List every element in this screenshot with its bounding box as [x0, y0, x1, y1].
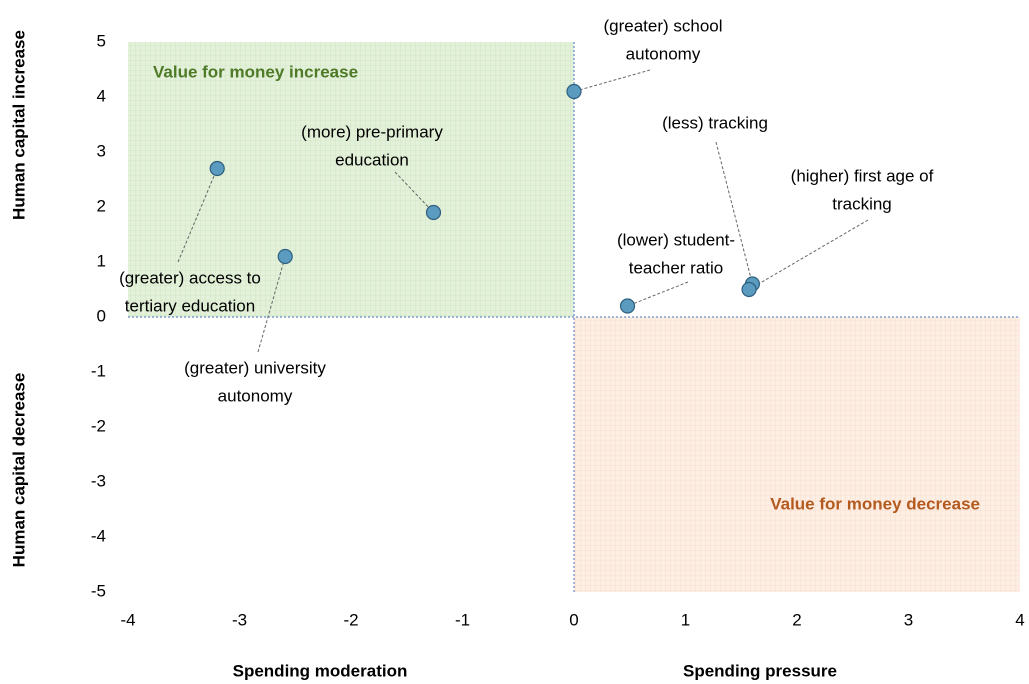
x-tick-label: -1 [455, 610, 470, 629]
y-tick-label: -1 [91, 361, 106, 380]
x-tick-label: 4 [1015, 610, 1024, 629]
x-tick-label: 1 [681, 610, 690, 629]
point-label: autonomy [626, 44, 701, 63]
point-label: (greater) university [184, 358, 326, 377]
point-label: teacher ratio [629, 258, 724, 277]
point-label: education [335, 150, 409, 169]
y-axis-label: Human capital increase [9, 30, 28, 220]
point-label: (greater) school [603, 16, 722, 35]
point-label: tracking [832, 194, 892, 213]
leader-line [394, 171, 434, 213]
leader-line [573, 69, 651, 92]
point-label: autonomy [218, 386, 293, 405]
x-axis-label: Spending pressure [683, 661, 837, 680]
y-tick-label: 2 [97, 196, 106, 215]
point [209, 160, 225, 177]
y-tick-label: 4 [97, 86, 106, 105]
x-tick-label: -2 [343, 610, 358, 629]
point [425, 204, 442, 221]
y-tick-label: 3 [97, 141, 106, 160]
point-label: (greater) access to [119, 268, 261, 287]
y-tick-label: 0 [97, 306, 106, 325]
point-label: (higher) first age of [791, 166, 934, 185]
y-axis-label: Human capital decrease [9, 373, 28, 568]
leader-line [748, 219, 869, 290]
point-label: (more) pre-primary [301, 122, 443, 141]
decrease-region [574, 317, 1020, 592]
leader-line [627, 281, 689, 307]
y-tick-label: -2 [91, 416, 106, 435]
point [741, 281, 757, 298]
leader-line [715, 141, 753, 285]
x-axis-label: Spending moderation [233, 661, 408, 680]
y-tick-label: 1 [97, 251, 106, 270]
region-label: Value for money decrease [770, 494, 980, 513]
x-tick-label: 2 [792, 610, 801, 629]
point-label: (lower) student- [617, 230, 735, 249]
y-tick-label: -3 [91, 471, 106, 490]
point [619, 298, 636, 314]
point [277, 248, 293, 265]
x-tick-label: 3 [904, 610, 913, 629]
x-tick-label: 0 [569, 610, 578, 629]
x-tick-label: -3 [232, 610, 247, 629]
y-tick-label: -5 [91, 581, 106, 600]
leader-line [257, 256, 286, 353]
y-tick-label: 5 [97, 31, 106, 50]
point-label: tertiary education [125, 296, 255, 315]
leader-line [177, 168, 218, 263]
y-tick-label: -4 [91, 526, 106, 545]
point [566, 83, 582, 100]
region-label: Value for money increase [153, 62, 358, 81]
point-label: (less) tracking [662, 113, 768, 132]
x-tick-label: -4 [120, 610, 135, 629]
increase-region [128, 42, 574, 317]
